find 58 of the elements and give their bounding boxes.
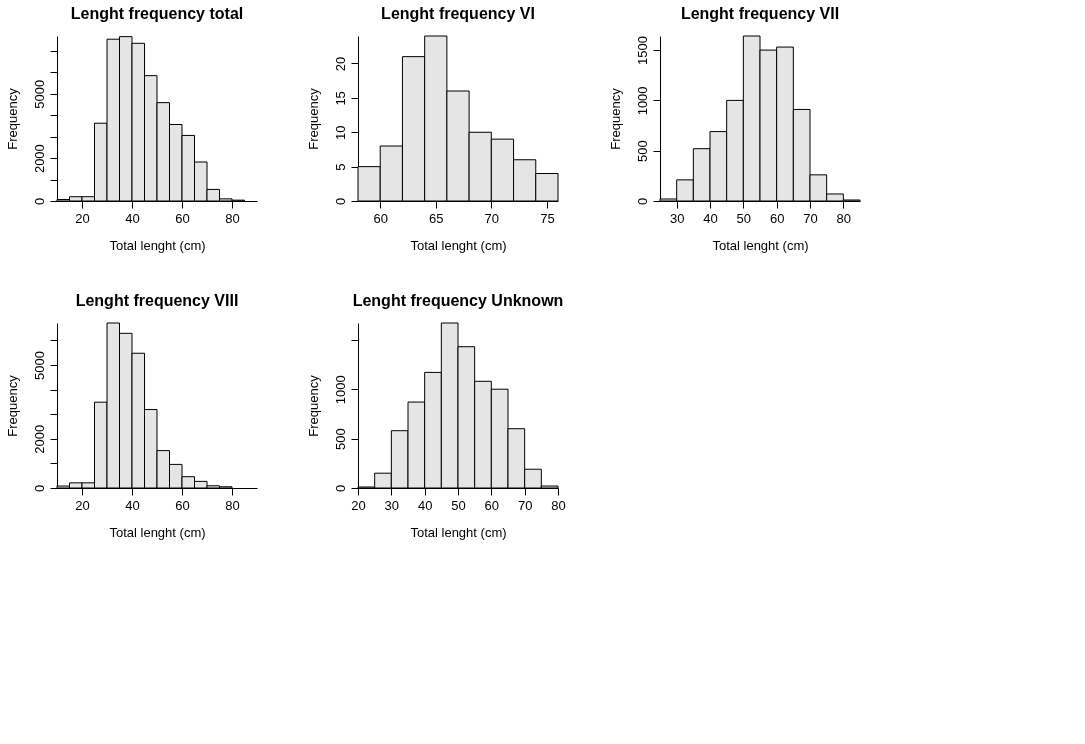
x-axis-title: Total lenght (cm)	[712, 237, 809, 253]
y-tick-label: 500	[634, 140, 650, 163]
y-tick-label: 1000	[634, 86, 650, 116]
y-tick-label: 0	[31, 484, 47, 493]
x-tick-label: 30	[669, 210, 685, 226]
y-tick-label: 5	[332, 163, 348, 171]
x-tick-label: 80	[551, 497, 566, 513]
x-tick-label: 50	[736, 210, 752, 226]
x-tick-label: 60	[373, 210, 388, 226]
x-tick-label: 80	[225, 210, 240, 226]
x-tick-label: 30	[384, 497, 400, 513]
y-tick-label: 0	[31, 197, 47, 206]
y-axis-title: Frequency	[4, 374, 20, 437]
y-tick-label: 1000	[332, 375, 348, 405]
y-tick-label: 5000	[31, 351, 47, 381]
y-tick-label: 0	[332, 484, 348, 493]
y-axis-title: Frequency	[4, 87, 20, 150]
x-tick-label: 60	[175, 497, 190, 513]
x-tick-label: 40	[417, 497, 433, 513]
x-axis-title: Total lenght (cm)	[109, 524, 206, 540]
y-tick-label: 0	[332, 197, 348, 206]
x-axis-title: Total lenght (cm)	[410, 237, 507, 253]
x-tick-label: 60	[769, 210, 785, 226]
chart-title: Lenght frequency Unknown	[352, 291, 564, 309]
chart-title: Lenght frequency VII	[680, 4, 840, 22]
y-tick-label: 20	[332, 56, 348, 72]
x-tick-label: 20	[75, 210, 90, 226]
chart-title: Lenght frequency VIII	[75, 291, 239, 309]
chart-title: Lenght frequency total	[70, 5, 244, 22]
x-tick-label: 40	[125, 497, 140, 513]
x-tick-label: 50	[451, 497, 466, 513]
chart-title: Lenght frequency VI	[381, 4, 535, 22]
y-tick-label: 15	[332, 91, 348, 106]
x-tick-label: 60	[175, 210, 190, 226]
y-axis-title: Frequency	[607, 87, 623, 150]
x-tick-label: 20	[351, 497, 366, 513]
x-axis-title: Total lenght (cm)	[109, 237, 206, 253]
y-axis-title: Frequency	[305, 87, 321, 150]
x-tick-label: 40	[703, 210, 718, 226]
y-tick-label: 2000	[31, 144, 47, 174]
y-tick-label: 2000	[31, 424, 47, 454]
x-tick-label: 80	[836, 210, 852, 226]
x-tick-label: 75	[540, 210, 555, 226]
y-tick-label: 1500	[634, 36, 650, 66]
y-tick-label: 10	[332, 125, 348, 140]
x-axis-title: Total lenght (cm)	[410, 524, 507, 540]
y-tick-label: 5000	[31, 79, 47, 109]
x-tick-label: 65	[429, 210, 444, 226]
y-tick-label: 500	[332, 428, 348, 450]
x-tick-label: 60	[484, 497, 500, 513]
y-axis-title: Frequency	[305, 374, 321, 437]
x-tick-label: 70	[484, 210, 500, 226]
x-tick-label: 70	[803, 210, 818, 226]
y-tick-label: 0	[634, 197, 650, 206]
x-tick-label: 70	[517, 497, 533, 513]
x-tick-label: 80	[225, 497, 240, 513]
x-tick-label: 40	[125, 210, 140, 226]
x-tick-label: 20	[75, 497, 90, 513]
